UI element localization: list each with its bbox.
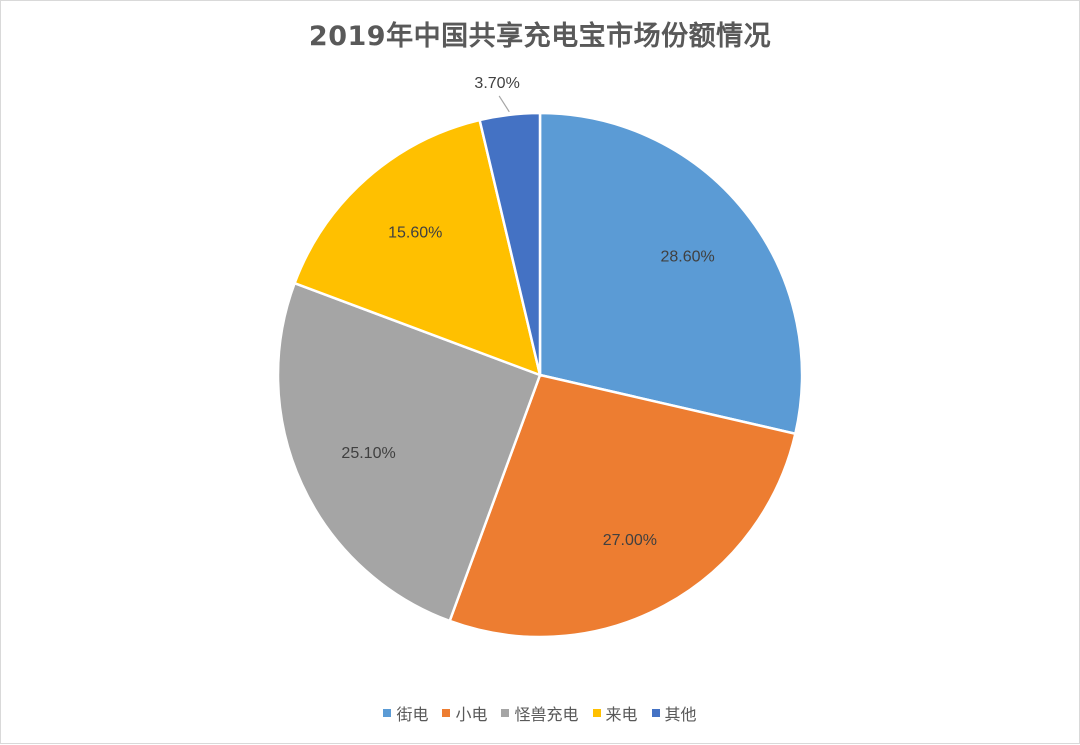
legend-swatch-2	[442, 709, 451, 717]
legend-item-1: 街电	[383, 701, 428, 725]
data-label-2: 27.00%	[603, 532, 657, 549]
pie-slice-3	[276, 281, 542, 623]
chart-legend: 街电 小电 怪兽充电 来电 其他	[0, 701, 1080, 725]
legend-label-2: 小电	[455, 705, 488, 724]
legend-swatch-1	[383, 709, 392, 717]
leader-line-5	[498, 95, 510, 113]
data-label-3: 25.10%	[341, 445, 395, 462]
legend-item-5: 其他	[651, 701, 697, 725]
legend-label-5: 其他	[664, 705, 697, 724]
pie-slice-5	[478, 111, 542, 376]
legend-item-2: 小电	[442, 701, 487, 725]
chart-title: 2019年中国共享充电宝市场份额情况	[308, 21, 772, 52]
data-label-5: 3.70%	[474, 75, 519, 92]
legend-item-3: 怪兽充电	[501, 701, 579, 725]
legend-label-1: 街电	[396, 705, 429, 724]
pie-slice-1	[538, 111, 804, 436]
legend-item-4: 来电	[592, 701, 638, 725]
legend-swatch-4	[592, 709, 601, 717]
pie-slice-2	[448, 373, 797, 639]
legend-label-3: 怪兽充电	[514, 705, 579, 724]
legend-label-4: 来电	[605, 705, 638, 724]
data-label-1: 28.60%	[660, 249, 714, 266]
legend-swatch-3	[501, 709, 510, 717]
legend-swatch-5	[651, 709, 660, 717]
data-label-4: 15.60%	[388, 225, 442, 242]
pie-slice-4	[293, 118, 542, 377]
